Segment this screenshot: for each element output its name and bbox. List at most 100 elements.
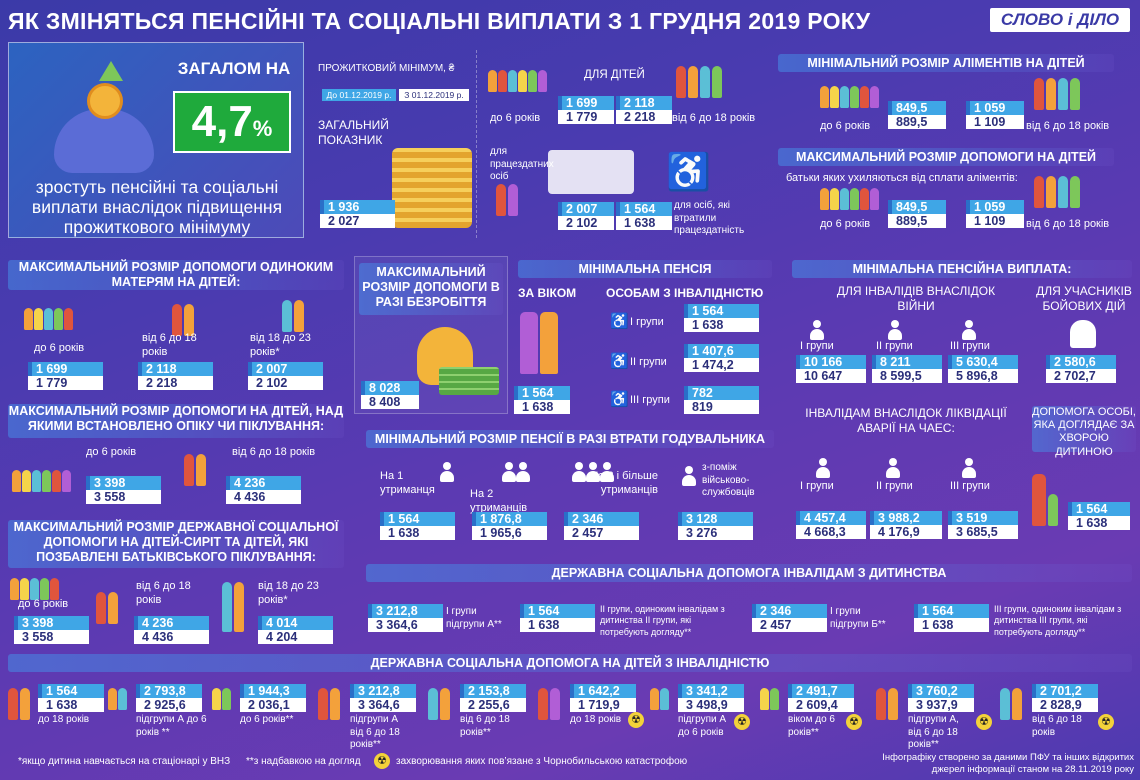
value-after: 889,5 — [888, 214, 946, 228]
value-before: 849,5 — [888, 101, 946, 115]
value-before: 1 564 — [914, 604, 989, 618]
value-before: 2 491,7 — [788, 684, 854, 698]
childhood-disabled-title: ДЕРЖАВНА СОЦІАЛЬНА ДОПОМОГА ІНВАЛІДАМ З … — [366, 564, 1132, 582]
orphans-g3-label: від 18 до 23 років* — [258, 580, 319, 606]
value-after: 3 276 — [678, 526, 753, 540]
unemployment-panel: МАКСИМАЛЬНИЙ РОЗМІР ДОПОМОГИ В РАЗІ БЕЗР… — [354, 256, 508, 414]
value-before: 849,5 — [888, 200, 946, 214]
value-after: 3 364,6 — [350, 698, 416, 712]
value-before: 1 564 — [380, 512, 455, 526]
value-after: 1 109 — [966, 214, 1024, 228]
value-before: 10 166 — [796, 355, 866, 369]
value-after: 2 828,9 — [1032, 698, 1098, 712]
cd-label-1: до 18 років — [38, 714, 90, 725]
legend-before: До 01.12.2019 р. — [322, 89, 396, 101]
min-pension-g3-label: III групи — [630, 394, 670, 406]
caregiver-values: 1 564 1 638 — [1068, 502, 1130, 530]
value-before: 2 346 — [752, 604, 827, 618]
person-icon — [816, 458, 830, 478]
intro-label: ЗАГАЛОМ НА — [177, 59, 291, 78]
value-after: 1 638 — [914, 618, 989, 632]
radiation-icon: ☢ — [1098, 714, 1114, 730]
child-icon — [108, 688, 128, 714]
children-icon — [24, 308, 74, 334]
war-v2: 8 211 8 599,5 — [872, 355, 942, 383]
survivor-c4-label: з-поміж військово-службовців — [702, 462, 755, 498]
value-after: 4 204 — [258, 630, 333, 644]
children-icon — [10, 578, 60, 604]
children-icon — [820, 188, 880, 214]
chernobyl-g3-label: III групи — [950, 480, 990, 492]
intro-text: зростуть пенсійні та соціальні виплати в… — [31, 177, 283, 237]
value-after: 4 436 — [226, 490, 301, 504]
cd-values-4: 3 212,8 3 364,6 — [350, 684, 416, 712]
cd-label-6: до 18 років — [570, 714, 622, 725]
teens-icon — [96, 592, 120, 626]
orphans-title: МАКСИМАЛЬНИЙ РОЗМІР ДЕРЖАВНОЇ СОЦІАЛЬНОЇ… — [8, 520, 344, 568]
alimony-max-6-18-label: від 6 до 18 років — [1026, 218, 1110, 230]
value-before: 1 407,6 — [684, 344, 759, 358]
war-disabled-label: ДЛЯ ІНВАЛІДІВ ВНАСЛІДОК ВІЙНИ — [836, 284, 996, 313]
value-before: 1 564 — [520, 604, 595, 618]
child-icon — [318, 688, 342, 722]
single-mothers-title: МАКСИМАЛЬНИЙ РОЗМІР ДОПОМОГИ ОДИНОКИМ МА… — [8, 260, 344, 290]
guardianship-title: МАКСИМАЛЬНИЙ РОЗМІР ДОПОМОГИ НА ДІТЕЙ, Н… — [8, 404, 344, 438]
value-after: 2 102 — [558, 216, 614, 230]
value-after: 3 558 — [14, 630, 89, 644]
alimony-max-subtitle: батьки яких ухиляються від сплати алімен… — [786, 172, 1018, 184]
children-under6-label: до 6 років — [490, 112, 541, 124]
value-after: 3 685,5 — [948, 525, 1018, 539]
cd-values-9: 3 760,2 3 937,9 — [908, 684, 974, 712]
single-mothers-v2: 2 118 2 218 — [138, 362, 213, 390]
children-6-18-values: 2 118 2 218 — [616, 96, 672, 124]
value-before: 2 346 — [564, 512, 639, 526]
value-after: 8 408 — [361, 395, 419, 409]
value-after: 3 364,6 — [368, 618, 443, 632]
value-after: 2 036,1 — [240, 698, 306, 712]
alimony-min-under6-label: до 6 років — [820, 120, 871, 132]
general-values: 1 936 2 027 — [320, 200, 395, 228]
young-adults-icon — [282, 300, 306, 334]
child-icon — [8, 688, 32, 722]
guardianship-g2-label: від 6 до 18 років — [232, 446, 316, 458]
value-after: 1 719,9 — [570, 698, 636, 712]
disability-pension-label: ОСОБАМ З ІНВАЛІДНІСТЮ — [606, 286, 764, 300]
child-icon — [212, 688, 232, 714]
children-disabled-title: ДЕРЖАВНА СОЦІАЛЬНА ДОПОМОГА НА ДІТЕЙ З І… — [8, 654, 1132, 672]
value-before: 782 — [684, 386, 759, 400]
person-icon — [502, 462, 516, 482]
cd-values-1: 1 564 1 638 — [38, 684, 104, 712]
value-after: 1 109 — [966, 115, 1024, 129]
value-before: 1 059 — [966, 200, 1024, 214]
childhood-i4-values: 1 564 1 638 — [914, 604, 989, 632]
orphans-v1: 3 398 3 558 — [14, 616, 89, 644]
alimony-max-title: МАКСИМАЛЬНИЙ РОЗМІР ДОПОМОГИ НА ДІТЕЙ — [778, 148, 1114, 166]
war-g2-label: II групи — [876, 340, 913, 352]
value-before: 3 212,8 — [350, 684, 416, 698]
cd-label-4: підгрупи А від 6 до 18 років** — [350, 714, 400, 750]
value-before: 1 564 — [38, 684, 104, 698]
cd-label-9: підгрупи А, від 6 до 18 років** — [908, 714, 959, 750]
value-before: 1 564 — [1068, 502, 1130, 516]
value-after: 1 779 — [558, 110, 614, 124]
cd-values-10: 2 701,2 2 828,9 — [1032, 684, 1098, 712]
value-after: 4 176,9 — [870, 525, 942, 539]
intro-percent-box: 4,7% — [173, 91, 291, 153]
value-before: 1 876,8 — [472, 512, 547, 526]
child-icon — [650, 688, 670, 714]
value-after: 1 638 — [514, 400, 570, 414]
single-mothers-g1-label: до 6 років — [34, 342, 85, 354]
general-after: 2 027 — [320, 214, 395, 228]
min-pension-v1: 1 564 1 638 — [684, 304, 759, 332]
value-before: 1 699 — [558, 96, 614, 110]
survivor-v2: 1 876,8 1 965,6 — [472, 512, 547, 540]
value-after: 3 937,9 — [908, 698, 974, 712]
cd-label-7: підгрупи А до 6 років — [678, 714, 727, 738]
guardianship-v2: 4 236 4 436 — [226, 476, 301, 504]
value-before: 1 642,2 — [570, 684, 636, 698]
war-g3-label: III групи — [950, 340, 990, 352]
cd-values-3: 1 944,3 2 036,1 — [240, 684, 306, 712]
soldier-icon — [1070, 320, 1096, 348]
value-before: 3 519 — [948, 511, 1018, 525]
cd-values-8: 2 491,7 2 609,4 — [788, 684, 854, 712]
